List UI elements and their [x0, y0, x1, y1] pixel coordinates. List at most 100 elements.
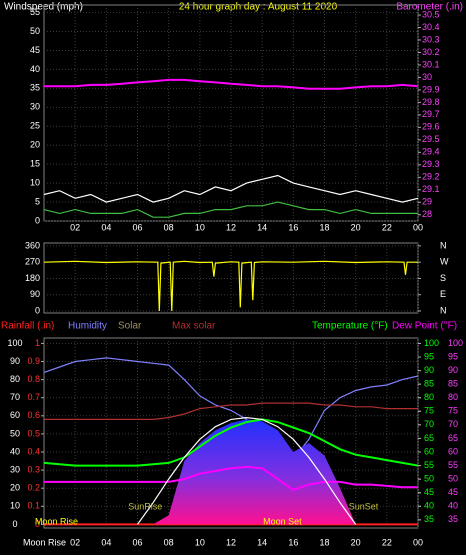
line [44, 402, 418, 420]
legend-entry: Rainfall (.in) [1, 321, 54, 332]
y-tick-label: W [440, 257, 449, 267]
y-tick-label: 85 [424, 379, 434, 389]
y-tick-label: 35 [424, 514, 434, 524]
y-tick-label: S [440, 273, 446, 283]
y-tick-label: 0.7 [27, 392, 40, 402]
y-tick-label: 90 [30, 289, 40, 299]
y-tick-label: 40 [448, 501, 458, 511]
y-tick-label: 29.9 [422, 84, 440, 94]
y-tick-label: 70 [448, 419, 458, 429]
y-tick-label: 180 [25, 273, 40, 283]
y-tick-label: 0.6 [27, 410, 40, 420]
annotation: SunSet [349, 501, 379, 511]
y-tick-label: 0.5 [27, 428, 40, 438]
legend-entry: Max solar [172, 321, 216, 332]
y-tick-label: 29.5 [422, 134, 440, 144]
legend-entry: Humidity [68, 321, 107, 332]
y-tick-label: 29.8 [422, 97, 440, 107]
y-tick-label: 70 [424, 419, 434, 429]
y-tick-label: 29 [422, 197, 432, 207]
y-tick-label: 40 [10, 446, 20, 456]
wind-label: Windspeed (mph) [4, 2, 83, 13]
y-tick-label: 20 [10, 483, 20, 493]
y-tick-label: 15 [30, 159, 40, 169]
y-tick-label: 0 [35, 519, 40, 529]
y-tick-label: 0.9 [27, 356, 40, 366]
x-tick-label: 20 [351, 537, 361, 547]
y-tick-label: 29.2 [422, 172, 440, 182]
y-tick-label: 29.3 [422, 159, 440, 169]
legend-entry: Solar [118, 321, 142, 332]
y-tick-label: 50 [10, 428, 20, 438]
x-tick-label: 14 [257, 222, 267, 232]
y-tick-label: 30.5 [422, 9, 440, 19]
y-tick-label: 29.7 [422, 109, 440, 119]
y-tick-label: 0.2 [27, 483, 40, 493]
line [137, 416, 357, 525]
y-tick-label: 55 [30, 7, 40, 17]
line [43, 174, 419, 203]
y-tick-label: N [440, 240, 447, 250]
x-axis-label: Moon Rise [23, 537, 66, 547]
x-tick-label: 14 [257, 537, 267, 547]
y-tick-label: 55 [448, 460, 458, 470]
y-tick-label: 30.3 [422, 34, 440, 44]
y-tick-label: 30.4 [422, 22, 440, 32]
y-tick-label: 20 [30, 140, 40, 150]
y-tick-label: 0 [12, 519, 17, 529]
y-tick-label: 0 [35, 215, 40, 225]
y-tick-label: 95 [448, 351, 458, 361]
y-tick-label: 30 [10, 464, 20, 474]
y-tick-label: 29.1 [422, 184, 440, 194]
y-tick-label: 75 [448, 406, 458, 416]
y-tick-label: 30.2 [422, 47, 440, 57]
y-tick-label: 29.4 [422, 147, 440, 157]
x-tick-label: 02 [70, 222, 80, 232]
line [44, 78, 419, 90]
annotation: SunRise [128, 501, 162, 511]
y-tick-label: 50 [30, 26, 40, 36]
y-tick-label: 45 [30, 45, 40, 55]
y-tick-label: 100 [448, 338, 463, 348]
line [43, 260, 418, 312]
y-tick-label: 1 [35, 338, 40, 348]
y-tick-label: 30.1 [422, 59, 440, 69]
line [43, 357, 419, 461]
y-tick-label: 80 [10, 374, 20, 384]
x-tick-label: 00 [413, 222, 423, 232]
y-tick-label: 40 [424, 501, 434, 511]
y-tick-label: N [440, 305, 447, 315]
line [43, 201, 418, 218]
y-tick-label: 30 [422, 72, 432, 82]
x-tick-label: 08 [164, 222, 174, 232]
y-tick-label: 28 [422, 209, 432, 219]
y-tick-label: 60 [448, 446, 458, 456]
y-tick-label: 60 [424, 446, 434, 456]
y-tick-label: 55 [424, 460, 434, 470]
x-tick-label: 22 [382, 222, 392, 232]
y-tick-label: 50 [448, 474, 458, 484]
y-tick-label: 5 [35, 196, 40, 206]
legend-entry: Dew Point (°F) [392, 321, 457, 332]
y-tick-label: 10 [10, 501, 20, 511]
legend-entry: Temperature (°F) [312, 321, 388, 332]
y-tick-label: 0.1 [27, 501, 40, 511]
y-tick-label: 80 [448, 392, 458, 402]
x-tick-label: 04 [101, 222, 111, 232]
y-tick-label: 0.3 [27, 464, 40, 474]
line [44, 465, 418, 492]
x-tick-label: 18 [319, 537, 329, 547]
y-tick-label: 40 [30, 64, 40, 74]
y-tick-label: 75 [424, 406, 434, 416]
y-tick-label: 60 [10, 410, 20, 420]
y-tick-label: 0.4 [27, 446, 40, 456]
barometer-label: Barometer (.in) [396, 2, 463, 13]
y-tick-label: 100 [7, 338, 22, 348]
y-tick-label: 70 [10, 392, 20, 402]
x-tick-label: 18 [319, 222, 329, 232]
y-tick-label: 90 [424, 365, 434, 375]
y-tick-label: 0 [35, 305, 40, 315]
y-tick-label: 360 [25, 240, 40, 250]
x-tick-label: 06 [132, 222, 142, 232]
